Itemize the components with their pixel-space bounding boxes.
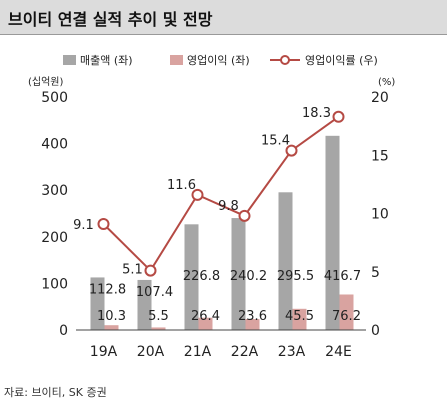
left-tick-label: 200 xyxy=(41,230,68,246)
x-tick-label: 20A xyxy=(137,344,165,360)
bar-op-profit xyxy=(339,294,354,330)
left-tick-label: 300 xyxy=(41,183,68,199)
bar-sales xyxy=(231,218,246,330)
data-label-margin: 11.6 xyxy=(167,178,196,193)
data-label-margin: 15.4 xyxy=(261,134,290,149)
left-tick-label: 400 xyxy=(41,137,68,153)
data-label-sales: 416.7 xyxy=(324,269,361,284)
right-tick-label: 10 xyxy=(371,207,389,223)
data-label-op-profit: 10.3 xyxy=(97,309,126,324)
bar-sales xyxy=(184,224,199,330)
right-tick-label: 15 xyxy=(371,148,389,164)
right-tick-label: 0 xyxy=(371,323,380,339)
line-point-margin xyxy=(144,264,157,277)
data-label-margin: 18.3 xyxy=(302,106,331,121)
data-label-op-profit: 45.5 xyxy=(285,309,314,324)
data-label-sales: 107.4 xyxy=(136,285,173,300)
data-label-op-profit: 26.4 xyxy=(191,309,220,324)
line-point-margin xyxy=(285,144,298,157)
right-tick-label: 20 xyxy=(371,90,389,106)
data-label-margin: 9.1 xyxy=(73,218,94,233)
data-label-margin: 9.8 xyxy=(218,199,239,214)
legend-margin-label: 영업이익률 (우) xyxy=(305,54,378,67)
legend-op-swatch xyxy=(170,55,183,65)
x-tick-label: 24E xyxy=(325,344,352,360)
x-tick-label: 22A xyxy=(231,344,259,360)
title-bar: 브이티 연결 실적 추이 및 전망 xyxy=(0,0,447,35)
bar-op-profit xyxy=(104,325,119,330)
x-tick-label: 19A xyxy=(90,344,118,360)
line-point-margin xyxy=(332,110,345,123)
legend-sales-swatch xyxy=(63,55,76,65)
left-tick-label: 0 xyxy=(59,323,68,339)
left-tick-label: 100 xyxy=(41,276,68,292)
x-tick-label: 21A xyxy=(184,344,212,360)
legend-sales-label: 매출액 (좌) xyxy=(80,54,133,67)
data-label-sales: 112.8 xyxy=(89,282,126,297)
bar-op-profit xyxy=(198,317,213,330)
line-point-margin xyxy=(191,188,204,201)
data-label-op-profit: 23.6 xyxy=(238,309,267,324)
bar-op-profit xyxy=(151,327,166,330)
bar-op-profit xyxy=(245,319,260,330)
legend-margin-marker xyxy=(280,55,290,65)
data-label-sales: 240.2 xyxy=(230,269,267,284)
chart-title: 브이티 연결 실적 추이 및 전망 xyxy=(8,10,213,29)
bar-sales xyxy=(90,277,105,330)
data-label-op-profit: 76.2 xyxy=(332,309,361,324)
line-point-margin xyxy=(97,217,110,230)
x-tick-label: 23A xyxy=(278,344,306,360)
right-axis-unit: (%) xyxy=(378,77,395,88)
bar-op-profit xyxy=(292,308,307,330)
legend-op-label: 영업이익 (좌) xyxy=(187,54,250,67)
chart: 매출액 (좌) 영업이익 (좌) 영업이익률 (우)(십억원) (%)01002003… xyxy=(28,54,395,360)
data-label-sales: 226.8 xyxy=(183,269,220,284)
series-line-margin xyxy=(102,115,340,273)
source-note: 자료: 브이티, SK 증권 xyxy=(4,386,107,399)
left-tick-label: 500 xyxy=(41,90,68,106)
data-label-sales: 295.5 xyxy=(277,269,314,284)
bar-sales xyxy=(325,135,340,330)
bar-sales xyxy=(278,192,293,330)
data-label-op-profit: 5.5 xyxy=(148,309,169,324)
data-label-margin: 5.1 xyxy=(122,263,143,278)
bar-sales xyxy=(137,279,152,330)
right-tick-label: 5 xyxy=(371,265,380,281)
left-axis-unit: (십억원) xyxy=(28,76,64,88)
line-point-margin xyxy=(238,209,251,222)
